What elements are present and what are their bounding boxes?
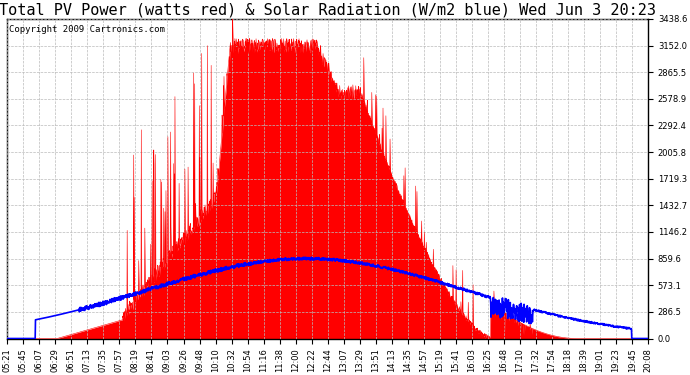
Text: Copyright 2009 Cartronics.com: Copyright 2009 Cartronics.com bbox=[8, 26, 164, 34]
Title: Total PV Power (watts red) & Solar Radiation (W/m2 blue) Wed Jun 3 20:23: Total PV Power (watts red) & Solar Radia… bbox=[0, 3, 656, 18]
